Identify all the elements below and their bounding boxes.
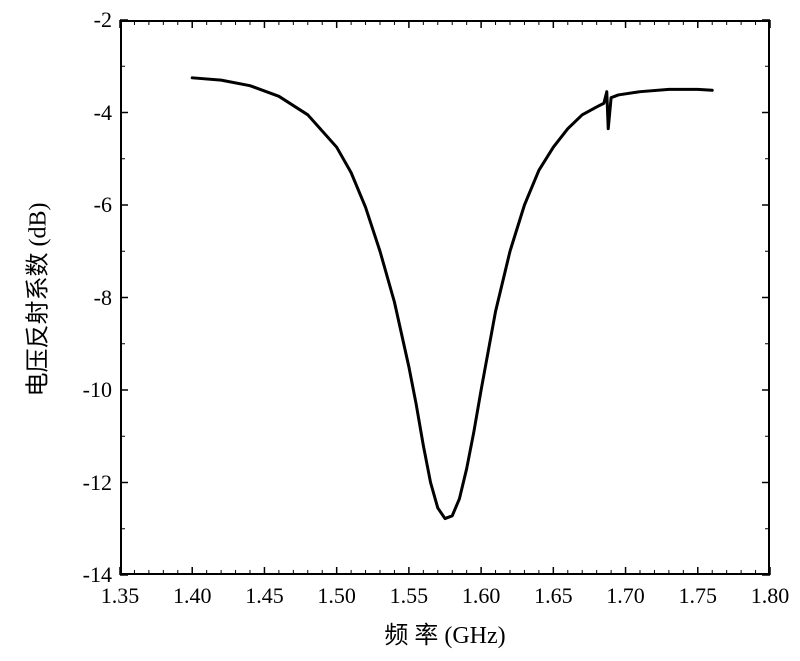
y-tick-label: -2: [70, 7, 112, 33]
chart-svg: [0, 0, 800, 661]
x-tick-label: 1.80: [751, 583, 790, 609]
y-tick-label: -14: [70, 562, 112, 588]
y-tick-label: -8: [70, 285, 112, 311]
y-tick-label: -6: [70, 192, 112, 218]
x-tick-label: 1.45: [245, 583, 284, 609]
x-tick-label: 1.75: [679, 583, 718, 609]
y-tick-label: -12: [70, 470, 112, 496]
y-tick-label: -10: [70, 377, 112, 403]
x-tick-label: 1.55: [390, 583, 429, 609]
y-tick-label: -4: [70, 100, 112, 126]
x-tick-label: 1.50: [317, 583, 356, 609]
x-tick-label: 1.70: [606, 583, 645, 609]
x-tick-label: 1.60: [462, 583, 501, 609]
x-tick-label: 1.40: [173, 583, 212, 609]
x-tick-label: 1.65: [534, 583, 573, 609]
chart-figure: 电压反射系数 (dB) 频 率 (GHz) 1.351.401.451.501.…: [0, 0, 800, 661]
data-curve: [192, 78, 712, 519]
